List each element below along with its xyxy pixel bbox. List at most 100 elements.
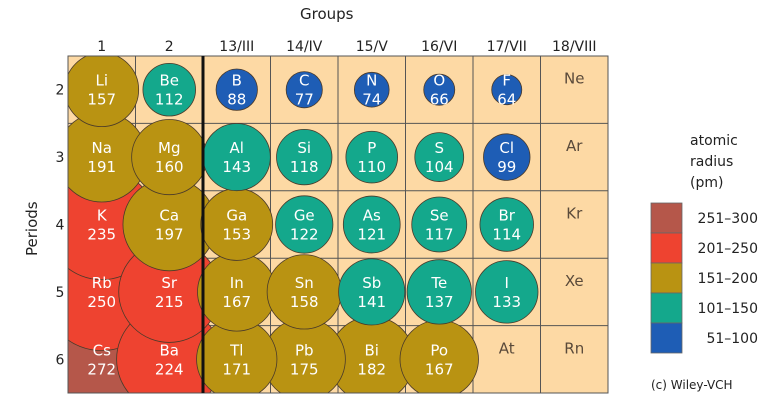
element-radius-value: 158 bbox=[290, 293, 319, 311]
element-symbol: S bbox=[434, 139, 444, 157]
legend-label: 101–150 bbox=[698, 301, 758, 317]
element-symbol: Se bbox=[430, 207, 449, 225]
element-symbol: Sb bbox=[362, 274, 381, 292]
element-symbol: Cs bbox=[93, 341, 111, 359]
element-symbol: I bbox=[505, 274, 509, 292]
element-radius-value: 112 bbox=[155, 91, 184, 109]
atom-circle-c bbox=[285, 71, 323, 109]
element-symbol: Bi bbox=[365, 341, 379, 359]
element-radius-value: 66 bbox=[430, 91, 449, 109]
element-radius-value: 215 bbox=[155, 293, 184, 311]
element-radius-value: 235 bbox=[87, 226, 116, 244]
element-symbol: As bbox=[363, 207, 381, 225]
element-symbol: P bbox=[367, 139, 376, 157]
element-symbol: Sn bbox=[295, 274, 314, 292]
group-label: 14/IV bbox=[286, 39, 323, 55]
legend-swatch bbox=[650, 292, 683, 324]
element-radius-value: 191 bbox=[87, 158, 116, 176]
element-radius-value: 133 bbox=[492, 293, 521, 311]
element-symbol: Te bbox=[430, 274, 447, 292]
element-radius-value: 153 bbox=[222, 226, 251, 244]
group-label: 18/VIII bbox=[552, 39, 597, 55]
element-radius-value: 121 bbox=[357, 226, 386, 244]
element-radius-value: 137 bbox=[425, 293, 454, 311]
legend-label: 201–250 bbox=[698, 241, 758, 257]
group-label: 13/III bbox=[219, 39, 254, 55]
group-label: 16/VI bbox=[421, 39, 457, 55]
atom-circle-br bbox=[479, 197, 534, 252]
element-symbol: Po bbox=[430, 341, 448, 359]
element-radius-value: 160 bbox=[155, 158, 184, 176]
element-symbol: Br bbox=[499, 207, 516, 225]
element-symbol: Kr bbox=[566, 205, 583, 223]
element-symbol: Li bbox=[95, 72, 108, 90]
element-symbol: Mg bbox=[158, 139, 180, 157]
element-radius-value: 110 bbox=[357, 158, 386, 176]
element-radius-value: 117 bbox=[425, 226, 454, 244]
element-radius-value: 182 bbox=[357, 360, 386, 378]
element-radius-value: 64 bbox=[497, 91, 516, 109]
element-symbol: N bbox=[366, 72, 377, 90]
element-symbol: Be bbox=[159, 72, 179, 90]
element-radius-value: 175 bbox=[290, 360, 319, 378]
legend-title: (pm) bbox=[690, 175, 723, 191]
element-symbol: Ca bbox=[159, 207, 179, 225]
element-radius-value: 157 bbox=[87, 91, 116, 109]
element-symbol: Rb bbox=[92, 274, 112, 292]
atom-circle-as bbox=[342, 195, 401, 254]
element-radius-value: 197 bbox=[155, 226, 184, 244]
element-radius-value: 99 bbox=[497, 158, 516, 176]
atom-circle-o bbox=[423, 73, 456, 106]
legend-swatch bbox=[650, 262, 683, 294]
legend-swatch bbox=[650, 202, 683, 234]
atom-circle-cl bbox=[483, 133, 531, 181]
element-symbol: Ne bbox=[564, 70, 584, 88]
element-symbol: Ba bbox=[160, 341, 179, 359]
element-symbol: Pb bbox=[295, 341, 314, 359]
element-symbol: B bbox=[232, 72, 242, 90]
period-label: 3 bbox=[56, 150, 65, 166]
atom-circle-li bbox=[68, 56, 140, 127]
element-symbol: Al bbox=[230, 139, 244, 157]
element-radius-value: 118 bbox=[290, 158, 319, 176]
element-symbol: Cl bbox=[499, 139, 514, 157]
element-symbol: Na bbox=[92, 139, 112, 157]
element-symbol: Si bbox=[297, 139, 311, 157]
period-label: 5 bbox=[56, 285, 65, 301]
element-radius-value: 141 bbox=[357, 293, 386, 311]
legend-title: atomic bbox=[690, 133, 738, 149]
atom-circle-f bbox=[491, 74, 523, 106]
group-label: 17/VII bbox=[487, 39, 527, 55]
element-symbol: F bbox=[502, 72, 511, 90]
atom-circle-p bbox=[345, 130, 398, 184]
element-radius-value: 272 bbox=[87, 360, 116, 378]
group-label: 15/V bbox=[356, 39, 389, 55]
atom-circle-s bbox=[414, 132, 465, 182]
element-symbol: Ar bbox=[566, 137, 583, 155]
element-symbol: K bbox=[97, 207, 108, 225]
table-border bbox=[67, 55, 609, 394]
atom-circle-be bbox=[142, 62, 196, 117]
element-symbol: Tl bbox=[229, 341, 243, 359]
element-radius-value: 250 bbox=[87, 293, 116, 311]
legend-label: 251–300 bbox=[698, 211, 758, 227]
element-symbol: Ge bbox=[294, 207, 315, 225]
legend-label: 151–200 bbox=[698, 271, 758, 287]
legend-swatch bbox=[650, 322, 683, 354]
element-radius-value: 88 bbox=[227, 91, 246, 109]
element-radius-value: 224 bbox=[155, 360, 184, 378]
legend-swatch bbox=[650, 232, 683, 264]
period-label: 2 bbox=[56, 83, 65, 99]
legend-title: radius bbox=[690, 154, 733, 170]
period-label: 4 bbox=[56, 218, 65, 234]
element-symbol: C bbox=[299, 72, 309, 90]
atom-circle-se bbox=[411, 196, 468, 253]
copyright-notice: (c) Wiley-VCH bbox=[651, 378, 733, 392]
element-radius-value: 167 bbox=[222, 293, 251, 311]
atom-circle-ge bbox=[275, 195, 334, 254]
element-radius-value: 167 bbox=[425, 360, 454, 378]
element-symbol: Ga bbox=[226, 207, 247, 225]
atom-circle-b bbox=[215, 68, 258, 111]
groups-axis-label: Groups bbox=[300, 5, 354, 23]
